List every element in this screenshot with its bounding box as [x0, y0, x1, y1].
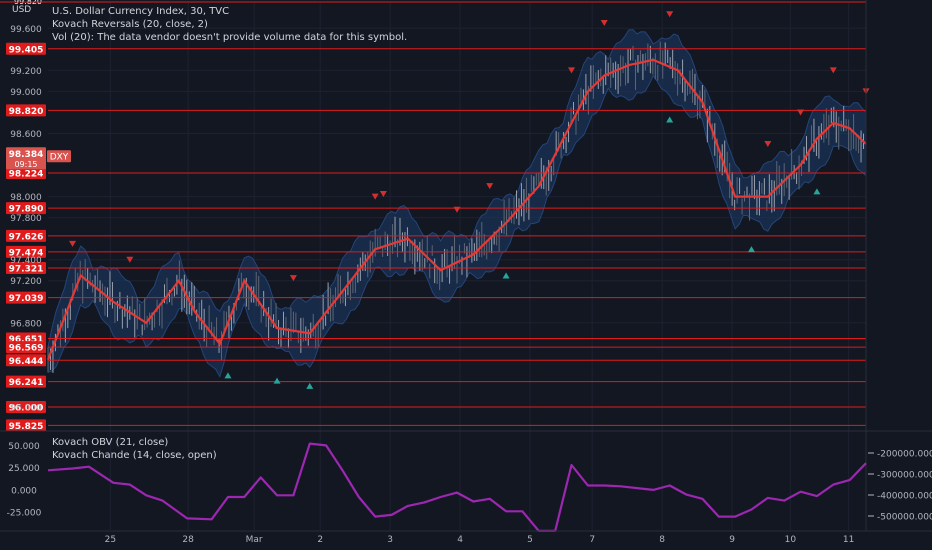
symbol-badge [47, 150, 71, 163]
level-badge [6, 167, 46, 180]
indicator-label-obv[interactable]: Kovach OBV (21, close) [52, 437, 169, 448]
last-price-badge [6, 147, 46, 170]
level-label: 98.820 [9, 107, 44, 117]
indicator-left-tick: 25.000 [8, 464, 40, 474]
indicator-left-tick: 0.000 [11, 486, 37, 496]
level-label: 96.651 [9, 335, 44, 345]
indicator-right-tick: -500000.000 [877, 513, 932, 523]
time-tick-label: 10 [785, 535, 797, 545]
time-tick-label: 2 [317, 535, 323, 545]
level-badge [6, 42, 46, 55]
reversal-down-marker [764, 141, 772, 147]
indicator-right-tick: -200000.000 [877, 450, 932, 460]
level-badge [6, 229, 46, 242]
level-label: 99.405 [9, 45, 44, 55]
price-tick-label: 98.600 [10, 130, 42, 140]
level-badge [6, 104, 46, 117]
level-label: 96.569 [9, 344, 44, 354]
reversal-down-marker [600, 20, 608, 27]
support-resistance-levels: 99.405 98.820 98.224 97.890 97.626 97.474 97.3… [6, 42, 866, 432]
level-label: 96.241 [9, 378, 44, 388]
level-label: 98.224 [9, 170, 44, 180]
level-label: 97.321 [9, 265, 44, 275]
reversal-down-marker [379, 190, 387, 197]
last-price-label: 98.384 [9, 150, 44, 160]
countdown-label: 09:15 [14, 160, 37, 169]
price-axis[interactable]: USD99.82099.60099.20099.00098.60098.0009… [0, 0, 867, 531]
indicator-left-tick: 50.000 [8, 442, 40, 452]
reversal-up-marker [813, 188, 821, 195]
price-tick-label: 99.200 [10, 67, 42, 77]
reversal-down-marker [829, 67, 837, 74]
time-axis[interactable]: 25 28 Mar 2 3 4 5 7 8 9 10 11 [0, 530, 932, 545]
chande-line [47, 442, 867, 532]
reversal-up-marker [306, 382, 314, 389]
time-tick-label: 8 [659, 535, 665, 545]
reversal-down-marker [453, 206, 461, 213]
time-tick-label: 3 [387, 535, 393, 545]
price-tick-label: 97.200 [10, 277, 42, 287]
time-tick-label: Mar [246, 535, 263, 545]
level-label: 96.444 [9, 357, 44, 367]
time-tick-label: 11 [843, 535, 854, 545]
level-badge [6, 262, 46, 275]
reversal-up-marker [273, 377, 281, 384]
level-label: 96.000 [9, 403, 44, 413]
level-badge [6, 291, 46, 304]
price-tick-label: 99.000 [10, 88, 42, 98]
legend-volume[interactable]: Vol (20): The data vendor doesn't provid… [52, 32, 408, 43]
level-badge [6, 400, 46, 413]
moving-average-path [46, 58, 867, 361]
symbol-label: DXY [50, 153, 69, 163]
level-badge [6, 375, 46, 388]
level-label: 97.890 [9, 205, 44, 215]
reversal-up-marker [224, 372, 232, 379]
time-tick-label: 4 [457, 535, 463, 545]
indicator-right-tick: -300000.000 [877, 471, 932, 481]
price-tick-label: 98.000 [10, 193, 42, 203]
time-tick-label: 28 [182, 535, 194, 545]
price-tick-label: 97.400 [10, 256, 42, 266]
reversal-up-marker [747, 246, 755, 253]
reversal-down-marker [797, 109, 805, 116]
indicator-left-tick: -25.000 [7, 509, 42, 519]
reversal-down-marker [666, 11, 674, 18]
currency-label: USD [12, 5, 31, 15]
reversal-down-marker [69, 240, 77, 247]
level-badge [6, 419, 46, 432]
price-tick-label: 96.000 [10, 403, 42, 413]
level-badge [6, 341, 46, 354]
legend-kovach-reversals[interactable]: Kovach Reversals (20, close, 2) [52, 19, 208, 30]
reversal-up-marker [666, 116, 674, 123]
reversal-down-marker [126, 256, 134, 263]
level-label: 97.039 [9, 294, 44, 304]
reversal-markers [69, 11, 870, 389]
level-label: 97.474 [9, 248, 44, 258]
price-tick-label: 96.800 [10, 319, 42, 329]
reversal-down-marker [289, 275, 297, 282]
level-badge [6, 245, 46, 258]
moving-average-line [46, 58, 867, 361]
reversal-down-marker [486, 183, 494, 190]
level-badge [6, 354, 46, 367]
top-price-label: 99.820 [14, 0, 42, 6]
price-tick-label: 99.600 [10, 25, 42, 35]
indicator-label-chande[interactable]: Kovach Chande (14, close, open) [52, 450, 217, 461]
indicator-pane[interactable]: 50.000 25.000 0.000 -25.000 -200000.000 -3000… [0, 430, 932, 532]
reversal-down-marker [371, 193, 379, 200]
price-tick-label: 97.800 [10, 214, 42, 224]
level-badge [6, 202, 46, 215]
reversal-up-marker [502, 272, 510, 279]
legend-title[interactable]: U.S. Dollar Currency Index, 30, TVC [52, 6, 230, 17]
reversal-down-marker [568, 67, 576, 74]
time-tick-label: 9 [729, 535, 735, 545]
level-label: 95.825 [9, 422, 44, 432]
indicator-right-tick: -400000.000 [877, 492, 932, 502]
time-tick-label: 7 [589, 535, 595, 545]
level-label: 97.626 [9, 232, 44, 242]
time-tick-label: 25 [105, 535, 116, 545]
time-tick-label: 5 [527, 535, 533, 545]
